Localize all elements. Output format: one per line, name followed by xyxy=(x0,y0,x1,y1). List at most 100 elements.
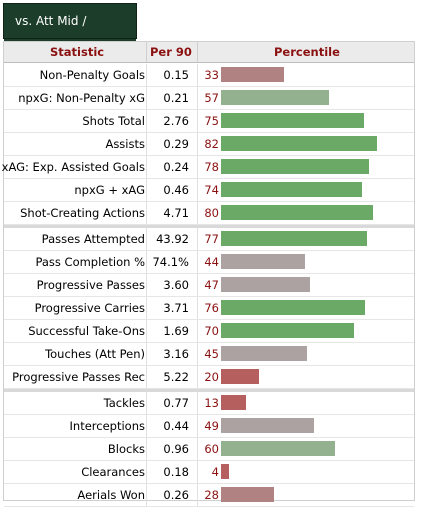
stat-name: npxG + xAG xyxy=(74,183,145,197)
per90-value: 0.24 xyxy=(163,160,189,174)
stat-name: xAG: Exp. Assisted Goals xyxy=(1,160,145,174)
per90-value: 0.21 xyxy=(163,91,189,105)
table-row: npxG: Non-Penalty xG 0.21 57 xyxy=(4,87,414,110)
percentile-bar xyxy=(221,346,307,361)
stat-name: Aerials Won xyxy=(77,488,145,502)
percentile-value: 28 xyxy=(204,488,219,502)
percentile-bar xyxy=(221,67,284,82)
per90-value: 0.15 xyxy=(163,68,189,82)
percentile-value: 77 xyxy=(204,232,219,246)
stat-name: Shot-Creating Actions xyxy=(20,206,145,220)
stat-name: npxG: Non-Penalty xG xyxy=(18,91,145,105)
percentile-bar xyxy=(221,205,373,220)
table-row: Pass Completion % 74.1% 44 xyxy=(4,251,414,274)
percentile-bar xyxy=(221,231,367,246)
stat-name: Interceptions xyxy=(69,419,145,433)
table-row: Aerials Won 0.26 28 xyxy=(4,484,414,507)
per90-value: 2.76 xyxy=(163,114,189,128)
per90-value: 0.26 xyxy=(163,488,189,502)
stat-name: Non-Penalty Goals xyxy=(39,68,145,82)
percentile-value: 4 xyxy=(211,465,219,479)
per90-value: 0.18 xyxy=(163,465,189,479)
per90-value: 0.77 xyxy=(163,396,189,410)
percentile-bar xyxy=(221,136,377,151)
table-row: Touches (Att Pen) 3.16 45 xyxy=(4,343,414,366)
per90-value: 43.92 xyxy=(156,232,189,246)
per90-value: 0.46 xyxy=(163,183,189,197)
header-statistic[interactable]: Statistic xyxy=(50,45,105,59)
stat-name: Progressive Passes Rec xyxy=(12,370,145,384)
table-row: Clearances 0.18 4 xyxy=(4,461,414,484)
percentile-value: 74 xyxy=(204,183,219,197)
table-header: Statistic Per 90 Percentile xyxy=(4,42,414,63)
percentile-value: 47 xyxy=(204,278,219,292)
per90-value: 74.1% xyxy=(152,255,189,269)
table-row: Blocks 0.96 60 xyxy=(4,438,414,461)
percentile-value: 82 xyxy=(204,137,219,151)
percentile-value: 60 xyxy=(204,442,219,456)
percentile-value: 49 xyxy=(204,419,219,433)
percentile-bar xyxy=(221,487,274,502)
stat-name: Progressive Carries xyxy=(34,301,145,315)
percentile-bar xyxy=(221,182,362,197)
percentile-bar xyxy=(221,277,310,292)
table-row: Tackles 0.77 13 xyxy=(4,392,414,415)
stat-name: Clearances xyxy=(81,465,145,479)
stat-name: Passes Attempted xyxy=(41,232,145,246)
table-row: Passes Attempted 43.92 77 xyxy=(4,228,414,251)
percentile-value: 78 xyxy=(204,160,219,174)
percentile-bar xyxy=(221,464,229,479)
percentile-value: 57 xyxy=(204,91,219,105)
stat-name: Shots Total xyxy=(82,114,145,128)
stat-name: Progressive Passes xyxy=(36,278,145,292)
tab-att-mid-wingers[interactable]: vs. Att Mid / Wingers xyxy=(3,3,137,62)
table-row: Interceptions 0.44 49 xyxy=(4,415,414,438)
per90-value: 0.96 xyxy=(163,442,189,456)
percentile-value: 20 xyxy=(204,370,219,384)
percentile-value: 80 xyxy=(204,206,219,220)
percentile-value: 70 xyxy=(204,324,219,338)
percentile-bar xyxy=(221,159,369,174)
group-separator xyxy=(4,389,414,392)
per90-value: 3.71 xyxy=(163,301,189,315)
per90-value: 0.29 xyxy=(163,137,189,151)
per90-value: 3.16 xyxy=(163,347,189,361)
percentile-bar xyxy=(221,113,364,128)
table-row: xAG: Exp. Assisted Goals 0.24 78 xyxy=(1,156,414,179)
per90-value: 5.22 xyxy=(163,370,189,384)
percentile-value: 33 xyxy=(204,68,219,82)
percentile-value: 45 xyxy=(204,347,219,361)
percentile-bar xyxy=(221,300,365,315)
table-row: Shot-Creating Actions 4.71 80 xyxy=(4,202,414,225)
per90-value: 4.71 xyxy=(163,206,189,220)
percentile-table: Statistic Per 90 Percentile Non-Penalty … xyxy=(1,41,415,507)
table-row: Progressive Passes 3.60 47 xyxy=(4,274,414,297)
stat-name: Successful Take-Ons xyxy=(28,324,145,338)
table-row: Assists 0.29 82 xyxy=(4,133,414,156)
per90-value: 3.60 xyxy=(163,278,189,292)
table-row: Progressive Passes Rec 5.22 20 xyxy=(4,366,414,389)
stat-name: Tackles xyxy=(103,396,145,410)
percentile-bar xyxy=(221,418,314,433)
table-row: Shots Total 2.76 75 xyxy=(4,110,414,133)
percentile-bar xyxy=(221,323,354,338)
table-row: Successful Take-Ons 1.69 70 xyxy=(4,320,414,343)
percentile-bar xyxy=(221,441,335,456)
percentile-bar xyxy=(221,90,329,105)
percentile-value: 76 xyxy=(204,301,219,315)
table-row: npxG + xAG 0.46 74 xyxy=(4,179,414,202)
percentile-bar xyxy=(221,395,246,410)
stat-name: Pass Completion % xyxy=(35,255,145,269)
stat-name: Touches (Att Pen) xyxy=(45,347,145,361)
percentile-value: 13 xyxy=(204,396,219,410)
table-row: Progressive Carries 3.71 76 xyxy=(4,297,414,320)
header-percentile[interactable]: Percentile xyxy=(274,45,340,59)
percentile-bar xyxy=(221,369,259,384)
header-per90[interactable]: Per 90 xyxy=(150,45,192,59)
group-separator xyxy=(4,225,414,228)
percentile-value: 44 xyxy=(204,255,219,269)
percentile-value: 75 xyxy=(204,114,219,128)
stat-name: Blocks xyxy=(107,442,145,456)
stat-name: Assists xyxy=(105,137,145,151)
